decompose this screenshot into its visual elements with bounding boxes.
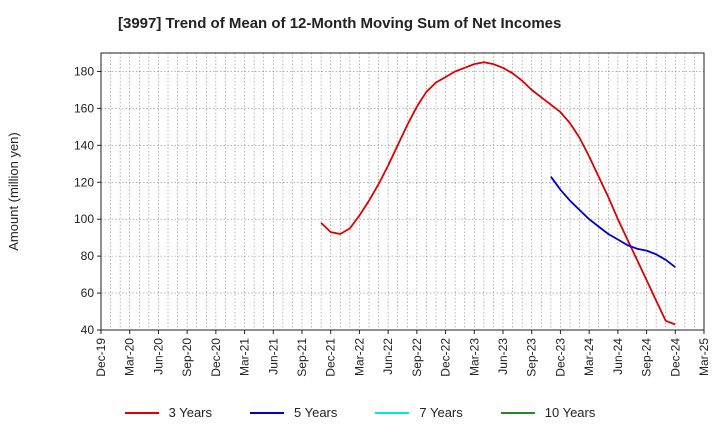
x-tick-label: Sep-22 <box>410 338 424 377</box>
x-tick-label: Mar-22 <box>352 338 366 376</box>
chart-legend: 3 Years 5 Years 7 Years 10 Years <box>0 405 720 420</box>
legend-swatch <box>500 411 535 414</box>
y-tick-label: 100 <box>74 212 94 226</box>
chart-title: [3997] Trend of Mean of 12-Month Moving … <box>118 15 562 32</box>
x-tick-label: Jun-24 <box>611 338 625 375</box>
x-tick-label: Jun-22 <box>381 338 395 375</box>
legend-swatch <box>124 411 159 414</box>
legend-label: 5 Years <box>294 405 338 420</box>
y-tick-label: 140 <box>74 138 94 152</box>
legend-item: 7 Years <box>375 405 463 420</box>
x-tick-label: Dec-20 <box>209 338 223 377</box>
series-line-3-years <box>320 61 676 326</box>
y-tick-label: 80 <box>81 249 95 263</box>
y-tick-label: 60 <box>81 286 95 300</box>
x-tick-label: Mar-23 <box>467 338 481 376</box>
legend-item: 10 Years <box>500 405 596 420</box>
x-tick-label: Dec-23 <box>553 338 567 377</box>
x-tick-label: Mar-24 <box>582 338 596 376</box>
series-lines <box>320 61 676 326</box>
legend-swatch <box>250 411 284 414</box>
x-tick-label: Mar-21 <box>238 338 252 376</box>
legend-label: 10 Years <box>544 405 596 420</box>
legend-label: 3 Years <box>168 405 212 420</box>
x-tick-label: Jun-20 <box>151 338 165 375</box>
grid-lines <box>101 53 704 330</box>
axis-ticks: 40 60 80 100 120 140 160 180 Dec-19 Mar-20 Jun-20 S… <box>74 64 711 376</box>
x-tick-label: Dec-21 <box>324 338 338 377</box>
x-tick-label: Sep-23 <box>525 338 539 377</box>
x-tick-label: Jun-21 <box>266 338 280 375</box>
legend-label: 7 Years <box>419 405 463 420</box>
x-tick-label: Dec-24 <box>668 338 682 377</box>
x-tick-label: Dec-22 <box>439 338 453 377</box>
x-tick-label: Sep-20 <box>180 338 194 377</box>
y-tick-label: 160 <box>74 101 94 115</box>
series-line-5-years <box>550 176 676 268</box>
x-tick-label: Sep-24 <box>640 338 654 377</box>
y-tick-label: 120 <box>74 175 94 189</box>
legend-swatch <box>375 411 410 414</box>
x-tick-label: Dec-19 <box>94 338 108 377</box>
x-tick-label: Mar-20 <box>123 338 137 376</box>
plot-area-frame <box>100 52 705 331</box>
legend-item: 3 Years <box>124 405 212 420</box>
y-axis-title: Amount (million yen) <box>6 132 21 251</box>
y-tick-label: 40 <box>81 323 95 337</box>
y-tick-label: 180 <box>74 64 94 78</box>
x-tick-label: Jun-23 <box>496 338 510 375</box>
x-tick-label: Sep-21 <box>295 338 309 377</box>
legend-item: 5 Years <box>250 405 337 420</box>
x-tick-label: Mar-25 <box>697 338 711 376</box>
